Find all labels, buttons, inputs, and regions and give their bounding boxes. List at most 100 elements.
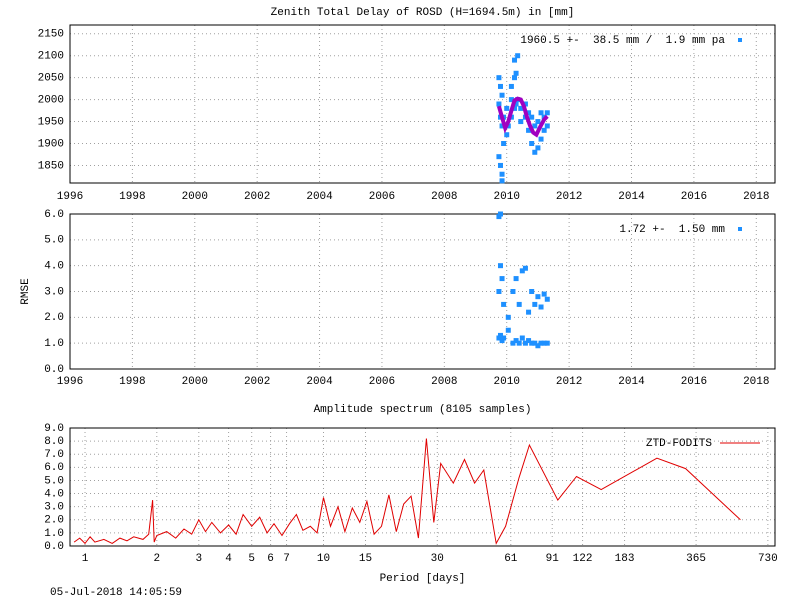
x-tick-label: 1996 xyxy=(57,191,83,203)
x-tick-label: 2012 xyxy=(556,191,582,203)
data-point xyxy=(519,335,525,341)
x-tick-label: 1998 xyxy=(119,191,145,203)
timestamp: 05-Jul-2018 14:05:59 xyxy=(50,587,182,599)
data-point xyxy=(538,304,544,310)
x-tick-label: 2002 xyxy=(244,376,270,388)
data-point xyxy=(532,340,538,346)
data-point xyxy=(512,57,518,63)
data-point xyxy=(501,141,507,146)
x-tick-label: 183 xyxy=(615,553,635,565)
plot-frame xyxy=(69,213,776,370)
data-point xyxy=(522,101,528,107)
data-point xyxy=(496,335,502,341)
x-tick-label: 5 xyxy=(248,553,255,565)
data-point xyxy=(516,340,522,346)
x-tick-label: 2018 xyxy=(743,191,769,203)
y-tick-label: 0.0 xyxy=(44,541,64,553)
data-point xyxy=(497,332,503,338)
data-line xyxy=(73,438,741,545)
y-tick-label: 1.0 xyxy=(44,528,64,540)
legend-label: ZTD-FODITS xyxy=(646,438,712,450)
x-tick-label: 1996 xyxy=(57,376,83,388)
data-line xyxy=(496,96,549,138)
plot-frame xyxy=(69,427,776,547)
legend-swatch xyxy=(738,38,742,42)
data-point xyxy=(496,101,502,107)
data-point xyxy=(505,327,511,333)
data-point xyxy=(499,92,505,98)
x-tick-label: 365 xyxy=(686,553,706,565)
x-tick-label: 2016 xyxy=(681,191,707,203)
x-axis-title: Period [days] xyxy=(380,573,466,585)
plot-frame xyxy=(69,24,776,184)
data-point xyxy=(532,123,538,129)
data-point xyxy=(529,340,535,346)
data-point xyxy=(526,110,532,116)
data-point xyxy=(510,289,516,294)
x-tick-label: 1 xyxy=(82,553,89,565)
data-point xyxy=(510,340,516,346)
legend-label: 1960.5 +- 38.5 mm / 1.9 mm pa xyxy=(520,35,725,47)
data-point xyxy=(515,53,521,59)
y-tick-label: 4.0 xyxy=(44,488,64,500)
data-point xyxy=(512,105,518,111)
x-tick-label: 2004 xyxy=(306,191,333,203)
y-tick-label: 2.0 xyxy=(44,515,64,527)
x-tick-label: 2014 xyxy=(618,376,645,388)
data-point xyxy=(496,75,502,81)
data-point xyxy=(512,75,518,81)
data-point xyxy=(497,162,503,168)
x-tick-label: 15 xyxy=(359,553,372,565)
data-point xyxy=(499,338,505,344)
data-point xyxy=(496,214,502,220)
x-tick-label: 2010 xyxy=(494,376,520,388)
data-point xyxy=(497,211,503,217)
data-point xyxy=(499,178,505,184)
data-point xyxy=(497,83,503,89)
y-tick-label: 1950 xyxy=(38,116,64,128)
chart-title: Amplitude spectrum (8105 samples) xyxy=(314,404,532,416)
data-point xyxy=(519,268,525,274)
x-tick-label: 7 xyxy=(283,553,290,565)
x-tick-label: 730 xyxy=(758,553,778,565)
x-tick-label: 2014 xyxy=(618,191,645,203)
y-tick-label: 3.0 xyxy=(44,286,64,298)
data-point xyxy=(544,340,550,346)
x-tick-label: 2018 xyxy=(743,376,769,388)
data-point xyxy=(499,123,505,129)
y-tick-label: 6.0 xyxy=(44,462,64,474)
data-point xyxy=(504,132,510,138)
data-point xyxy=(518,105,524,111)
legend-label: 1.72 +- 1.50 mm xyxy=(619,224,725,236)
data-point xyxy=(529,289,535,294)
data-point xyxy=(501,335,507,341)
x-tick-label: 1998 xyxy=(119,376,145,388)
data-point xyxy=(541,291,547,297)
x-tick-label: 2010 xyxy=(494,191,520,203)
data-point xyxy=(508,97,514,103)
data-point xyxy=(504,105,510,111)
y-tick-label: 2000 xyxy=(38,95,64,107)
data-point xyxy=(501,301,507,307)
x-tick-label: 2008 xyxy=(431,191,457,203)
y-axis-title: RMSE xyxy=(20,278,32,305)
data-point xyxy=(499,276,505,282)
data-point xyxy=(526,309,532,315)
y-tick-label: 1850 xyxy=(38,160,64,172)
x-tick-label: 3 xyxy=(196,553,203,565)
y-tick-label: 0.0 xyxy=(44,364,64,376)
x-tick-label: 2008 xyxy=(431,376,457,388)
x-tick-label: 2000 xyxy=(182,191,208,203)
data-point xyxy=(496,289,502,294)
data-point xyxy=(529,141,535,146)
data-point xyxy=(513,101,519,107)
data-point xyxy=(541,340,547,346)
data-point xyxy=(513,276,519,282)
y-tick-label: 5.0 xyxy=(44,235,64,247)
data-point xyxy=(499,171,505,177)
data-point xyxy=(518,119,524,125)
data-point xyxy=(535,294,541,300)
x-tick-label: 2016 xyxy=(681,376,707,388)
